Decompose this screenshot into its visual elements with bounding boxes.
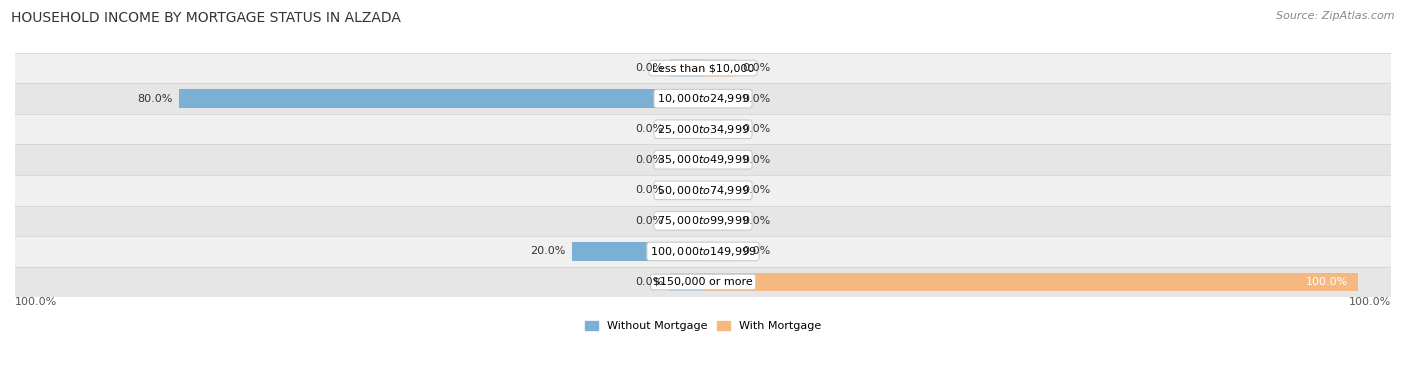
Bar bbox=[703, 90, 735, 108]
Text: 0.0%: 0.0% bbox=[636, 216, 664, 226]
Bar bbox=[15, 84, 1391, 114]
Bar bbox=[15, 114, 1391, 144]
Text: 0.0%: 0.0% bbox=[742, 155, 770, 165]
Text: 0.0%: 0.0% bbox=[742, 63, 770, 73]
Text: 0.0%: 0.0% bbox=[742, 124, 770, 134]
Text: 100.0%: 100.0% bbox=[15, 297, 58, 307]
Bar bbox=[703, 273, 1358, 291]
Bar bbox=[703, 181, 735, 200]
Bar bbox=[572, 242, 703, 260]
Bar bbox=[15, 206, 1391, 236]
Text: 20.0%: 20.0% bbox=[530, 246, 565, 256]
Bar bbox=[703, 59, 735, 77]
Text: $50,000 to $74,999: $50,000 to $74,999 bbox=[657, 184, 749, 197]
Text: 0.0%: 0.0% bbox=[742, 246, 770, 256]
Bar bbox=[671, 59, 703, 77]
Text: 0.0%: 0.0% bbox=[636, 185, 664, 195]
Bar bbox=[703, 212, 735, 230]
Bar bbox=[179, 90, 703, 108]
Bar bbox=[671, 212, 703, 230]
Text: 0.0%: 0.0% bbox=[742, 185, 770, 195]
Bar bbox=[15, 236, 1391, 267]
Text: 100.0%: 100.0% bbox=[1348, 297, 1391, 307]
Text: Source: ZipAtlas.com: Source: ZipAtlas.com bbox=[1277, 11, 1395, 21]
Text: 0.0%: 0.0% bbox=[636, 63, 664, 73]
Legend: Without Mortgage, With Mortgage: Without Mortgage, With Mortgage bbox=[581, 316, 825, 336]
Text: 0.0%: 0.0% bbox=[636, 155, 664, 165]
Bar bbox=[703, 242, 735, 260]
Bar bbox=[671, 150, 703, 169]
Text: 0.0%: 0.0% bbox=[742, 216, 770, 226]
Text: $150,000 or more: $150,000 or more bbox=[654, 277, 752, 287]
Text: 80.0%: 80.0% bbox=[136, 94, 173, 104]
Text: 100.0%: 100.0% bbox=[1306, 277, 1348, 287]
Bar bbox=[671, 273, 703, 291]
Bar bbox=[15, 175, 1391, 206]
Text: Less than $10,000: Less than $10,000 bbox=[652, 63, 754, 73]
Bar bbox=[671, 120, 703, 138]
Bar bbox=[15, 144, 1391, 175]
Text: $100,000 to $149,999: $100,000 to $149,999 bbox=[650, 245, 756, 258]
Bar bbox=[671, 181, 703, 200]
Bar bbox=[703, 120, 735, 138]
Text: 0.0%: 0.0% bbox=[636, 124, 664, 134]
Text: 0.0%: 0.0% bbox=[636, 277, 664, 287]
Text: $25,000 to $34,999: $25,000 to $34,999 bbox=[657, 123, 749, 136]
Text: $35,000 to $49,999: $35,000 to $49,999 bbox=[657, 153, 749, 166]
Bar bbox=[15, 267, 1391, 297]
Text: 0.0%: 0.0% bbox=[742, 94, 770, 104]
Bar bbox=[15, 53, 1391, 84]
Text: $10,000 to $24,999: $10,000 to $24,999 bbox=[657, 92, 749, 105]
Text: $75,000 to $99,999: $75,000 to $99,999 bbox=[657, 214, 749, 228]
Text: HOUSEHOLD INCOME BY MORTGAGE STATUS IN ALZADA: HOUSEHOLD INCOME BY MORTGAGE STATUS IN A… bbox=[11, 11, 401, 25]
Bar bbox=[703, 150, 735, 169]
